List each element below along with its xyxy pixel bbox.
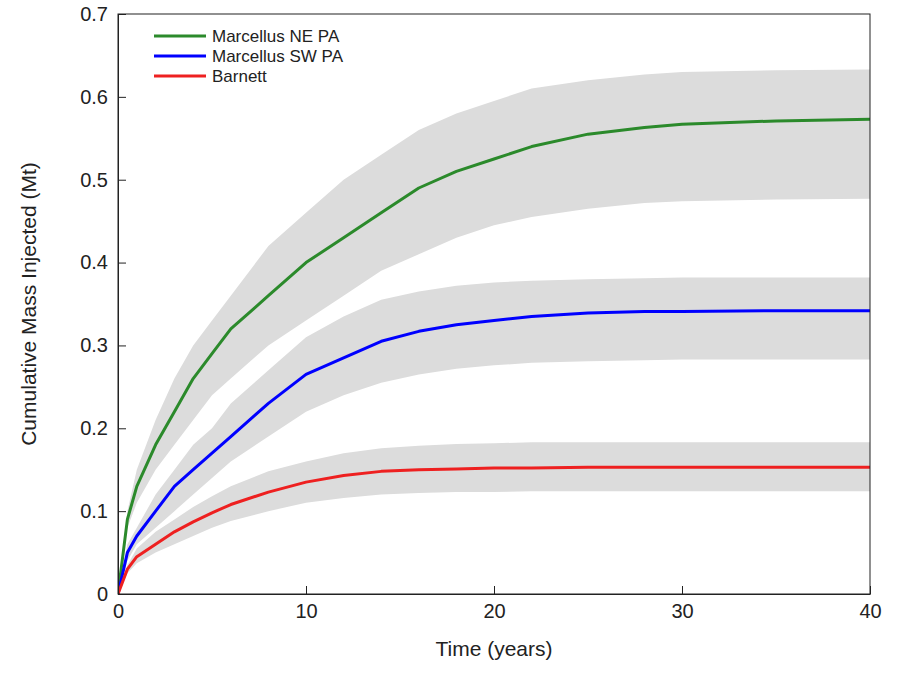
y-axis-title: Cumulative Mass Injected (Mt) [17,162,40,446]
tick-mark [118,345,126,346]
tick: 40 [859,586,881,622]
uncertainty-band [118,277,870,594]
tick: 0.4 [80,251,126,273]
legend-item: Barnett [154,67,267,86]
legend-swatch [154,55,206,58]
tick: 0.5 [80,169,126,191]
series-line [118,311,870,594]
tick-mark [118,263,126,264]
tick-label: 30 [671,600,693,622]
tick: 20 [483,586,505,622]
plot-frame [118,14,870,594]
tick-label: 0.2 [80,417,108,439]
tick-mark [118,97,126,98]
axis-line [119,594,871,595]
x-axis: 0 10 20 30 40 [113,586,882,622]
series-line [118,467,870,594]
tick-mark [494,586,495,594]
legend-swatch [154,75,206,78]
tick-label: 0.1 [80,500,108,522]
tick-label: 0.6 [80,86,108,108]
tick-label: 40 [859,600,881,622]
legend-label: Marcellus NE PA [212,27,340,46]
legend-label: Barnett [212,67,267,86]
x-axis-title: Time (years) [435,637,552,660]
tick: 0.7 [80,3,126,25]
data-group [118,70,870,594]
tick-label: 20 [483,600,505,622]
uncertainty-band [118,442,870,594]
tick-label: 0.7 [80,3,108,25]
y-axis: 0 0.1 0.2 0.3 0.4 0.5 0.6 0.7 [80,3,126,605]
series-line [118,119,870,594]
tick-label: 0 [113,600,124,622]
tick-mark [118,180,126,181]
uncertainty-band [118,70,870,594]
tick-mark [118,14,126,15]
legend: Marcellus NE PAMarcellus SW PABarnett [154,27,344,86]
legend-item: Marcellus SW PA [154,47,344,66]
axis-line [118,15,119,595]
tick-mark [118,428,126,429]
tick: 0.1 [80,500,126,522]
tick: 0.3 [80,334,126,356]
legend-label: Marcellus SW PA [212,47,344,66]
tick-mark [306,586,307,594]
tick-mark [870,586,871,594]
tick: 30 [671,586,693,622]
chart: 0 10 20 30 40 0 0.1 0.2 0.3 0.4 0.5 0.6 0.7 Marcellus… [0,0,902,674]
tick-mark [118,511,126,512]
tick-label: 10 [295,600,317,622]
tick-mark [118,594,126,595]
legend-swatch [154,35,206,38]
tick: 0.6 [80,86,126,108]
tick: 10 [295,586,317,622]
tick-label: 0.5 [80,169,108,191]
tick-mark [682,586,683,594]
legend-item: Marcellus NE PA [154,27,340,46]
tick: 0.2 [80,417,126,439]
plot-area: 0 10 20 30 40 0 0.1 0.2 0.3 0.4 0.5 0.6 0.7 Marcellus… [80,3,881,622]
tick-label: 0 [97,583,108,605]
tick: 0 [97,583,126,605]
tick-label: 0.4 [80,251,108,273]
tick-label: 0.3 [80,334,108,356]
